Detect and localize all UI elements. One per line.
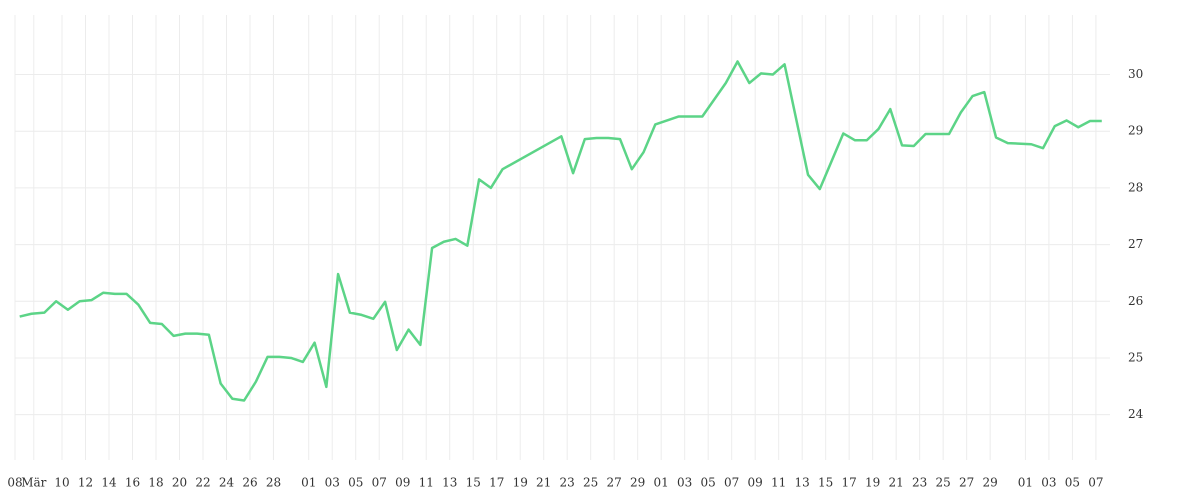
x-tick-label: 19 <box>513 476 528 490</box>
x-tick-label: 08 <box>7 476 22 490</box>
x-tick-label: 28 <box>266 476 281 490</box>
x-tick-label: 09 <box>395 476 410 490</box>
x-tick-label: 14 <box>101 476 117 490</box>
x-tick-label: 03 <box>1041 476 1056 490</box>
line <box>19 60 1102 402</box>
x-tick-label: 22 <box>195 476 210 490</box>
y-tick-label: 30 <box>1128 67 1143 81</box>
x-tick-label: 25 <box>936 476 951 490</box>
x-tick-label: 29 <box>630 476 645 490</box>
y-tick-label: 29 <box>1128 124 1143 138</box>
x-tick-label: 15 <box>818 476 833 490</box>
x-tick-label: 17 <box>489 476 504 490</box>
x-tick-label: 21 <box>536 476 551 490</box>
x-tick-label: 05 <box>1065 476 1080 490</box>
x-tick-label: 18 <box>148 476 163 490</box>
x-tick-label: 26 <box>242 476 257 490</box>
x-tick-label: 23 <box>912 476 927 490</box>
x-tick-label: 27 <box>959 476 974 490</box>
x-tick-label: 16 <box>125 476 140 490</box>
y-tick-label: 27 <box>1128 237 1143 251</box>
y-tick-label: 26 <box>1128 294 1143 308</box>
x-tick-label: 17 <box>842 476 857 490</box>
x-tick-label: 11 <box>771 476 786 490</box>
x-tick-label: 07 <box>1088 476 1103 490</box>
x-tick-label: 03 <box>325 476 340 490</box>
x-tick-label: 10 <box>54 476 69 490</box>
x-tick-label: 09 <box>748 476 763 490</box>
x-tick-label: 05 <box>701 476 716 490</box>
x-tick-label: Mär <box>21 476 46 490</box>
y-tick-label: 25 <box>1128 350 1143 364</box>
x-tick-label: 13 <box>795 476 810 490</box>
x-tick-label: 24 <box>219 476 235 490</box>
x-tick-label: 01 <box>654 476 669 490</box>
x-tick-label: 11 <box>419 476 434 490</box>
x-tick-label: 01 <box>1018 476 1033 490</box>
x-tick-label: 23 <box>560 476 575 490</box>
x-tick-label: 12 <box>78 476 93 490</box>
x-tick-label: 27 <box>607 476 622 490</box>
y-tick-label: 24 <box>1128 407 1144 421</box>
x-tick-label: 03 <box>677 476 692 490</box>
x-tick-label: 20 <box>172 476 187 490</box>
x-tick-label: 07 <box>724 476 739 490</box>
x-tick-label: 21 <box>889 476 904 490</box>
x-tick-label: 29 <box>983 476 998 490</box>
x-tick-label: 15 <box>466 476 481 490</box>
x-tick-label: 07 <box>372 476 387 490</box>
x-tick-label: 19 <box>865 476 880 490</box>
x-tick-label: 25 <box>583 476 598 490</box>
y-tick-label: 28 <box>1128 180 1143 194</box>
x-tick-label: 13 <box>442 476 457 490</box>
x-tick-label: 01 <box>301 476 316 490</box>
x-tick-label: 05 <box>348 476 363 490</box>
